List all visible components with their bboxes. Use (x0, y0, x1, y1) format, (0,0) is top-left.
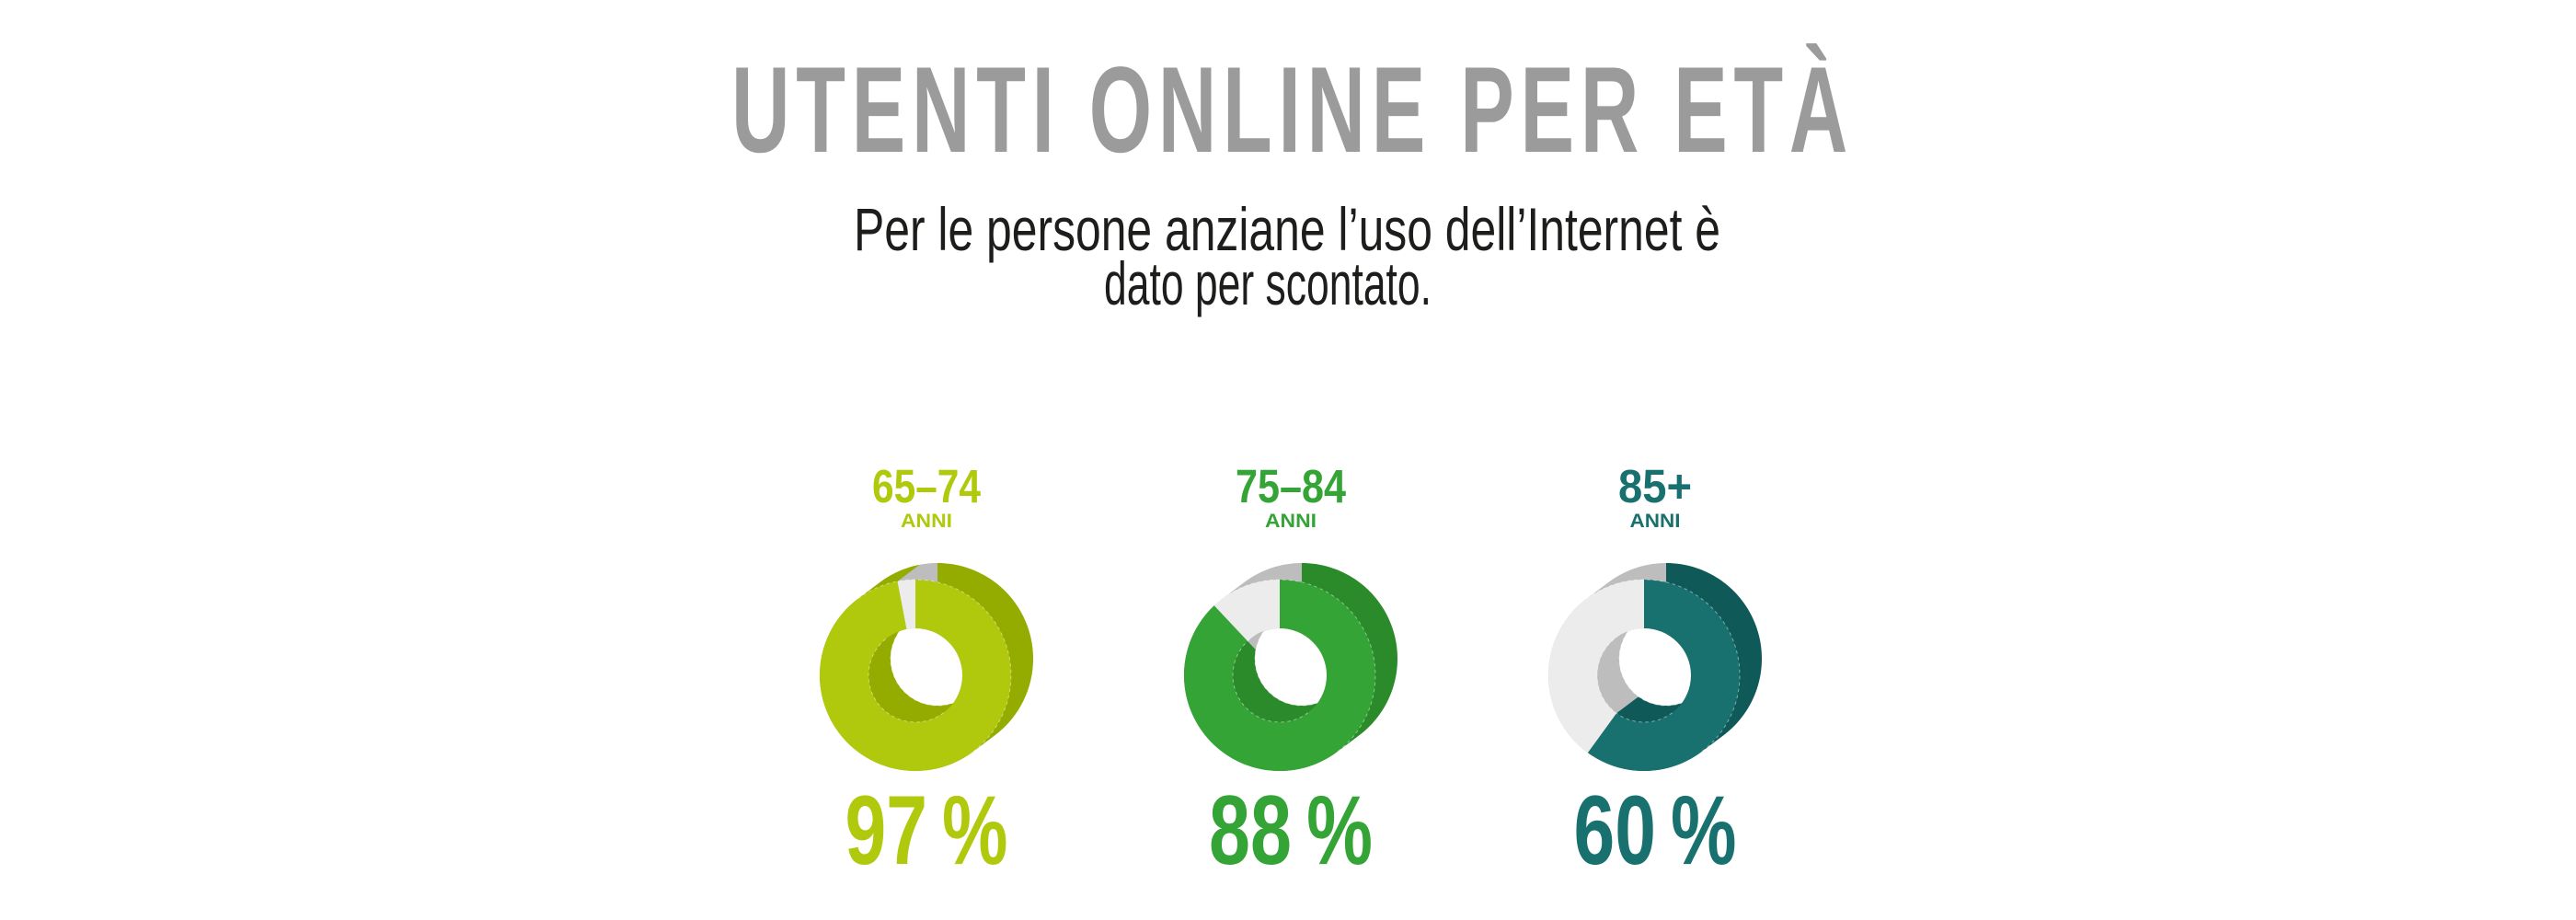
rim-hairline (1586, 579, 1741, 753)
hole-rim-hairline (1596, 637, 1673, 723)
percent-value: 60 % (1574, 775, 1737, 885)
subtitle-line-1: Per le persone anziane l’uso dell’Intern… (854, 195, 1720, 263)
rim-hairline (1222, 579, 1376, 753)
subtitle-line-2: dato per scontato. (1104, 249, 1432, 317)
age-unit-label: ANNI (1630, 511, 1681, 532)
percent-value: 97 % (845, 775, 1008, 885)
lens-hairline (890, 628, 962, 707)
age-unit-label: ANNI (1265, 511, 1317, 532)
lens-hairline (1618, 628, 1691, 707)
hole-rim-hairline (1232, 637, 1308, 723)
age-range-label: 75–84 (1236, 460, 1347, 512)
age-unit-label: ANNI (901, 511, 952, 532)
lens-hairline (1254, 628, 1327, 707)
page-title: UTENTI ONLINE PER ETÀ (731, 42, 1854, 178)
hole-rim-hairline (868, 637, 944, 723)
rim-hairline (857, 579, 1012, 753)
age-range-label: 85+ (1618, 460, 1692, 512)
percent-value: 88 % (1209, 775, 1373, 885)
donut-chart-85: 85+ANNI 60 % (1547, 460, 1762, 885)
age-range-label: 65–74 (872, 460, 982, 512)
slice-front-remainder (1547, 580, 1644, 753)
